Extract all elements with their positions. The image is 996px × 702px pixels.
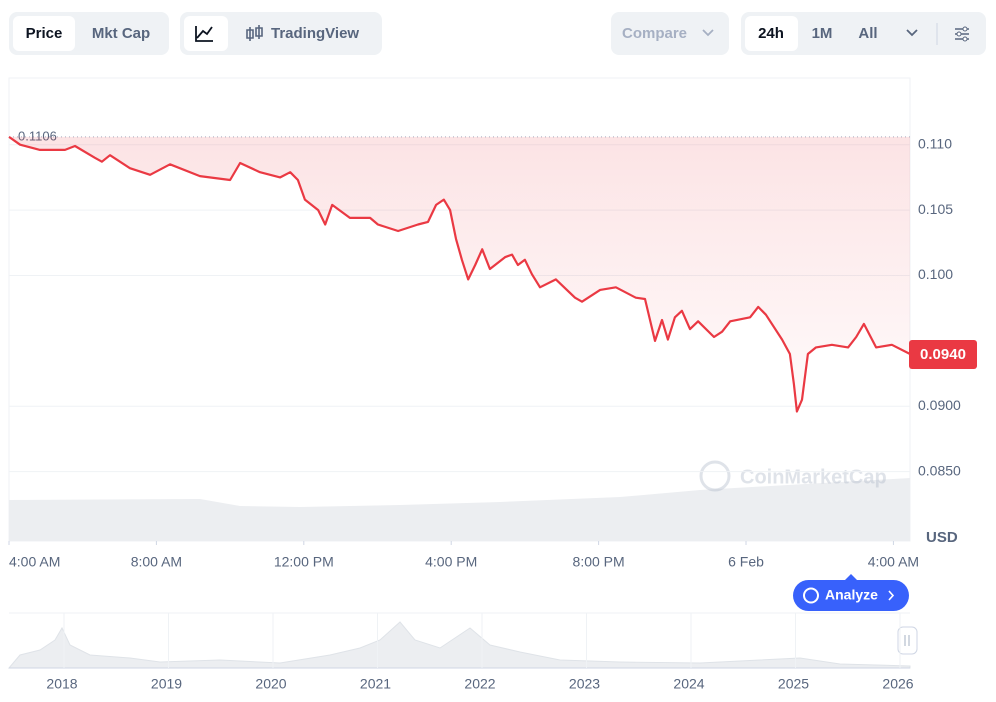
range-24h[interactable]: 24h bbox=[758, 25, 784, 42]
navigator-year: 2020 bbox=[255, 676, 286, 692]
watermark: CoinMarketCap bbox=[699, 460, 887, 492]
compare-button[interactable] bbox=[611, 12, 729, 55]
navigator-year: 2026 bbox=[882, 676, 913, 692]
current-price-tag bbox=[909, 339, 977, 369]
volume-area bbox=[9, 478, 910, 541]
analyze-icon bbox=[803, 587, 819, 604]
navigator-year: 2023 bbox=[569, 676, 600, 692]
chevron bbox=[702, 29, 714, 37]
navigator-handle[interactable] bbox=[897, 626, 918, 655]
y-unit: USD bbox=[926, 529, 958, 546]
tab-active[interactable] bbox=[13, 16, 75, 51]
navigator-year: 2021 bbox=[360, 676, 391, 692]
candle-icon bbox=[246, 25, 263, 41]
x-tick-label: 8:00 AM bbox=[131, 554, 182, 570]
analyze-button[interactable] bbox=[793, 580, 909, 611]
tool-group bbox=[180, 12, 382, 55]
navigator-year: 2019 bbox=[151, 676, 182, 692]
x-tick-label: 4:00 PM bbox=[425, 554, 477, 570]
range-active[interactable] bbox=[745, 16, 798, 51]
navigator-year: 2022 bbox=[464, 676, 495, 692]
navigator-area bbox=[7, 621, 911, 669]
area-fill bbox=[9, 136, 910, 412]
tab-price[interactable]: Price bbox=[26, 25, 63, 42]
tradingview-button[interactable]: TradingView bbox=[271, 25, 359, 42]
y-tick-label: 0.0850 bbox=[918, 462, 961, 478]
settings-knob bbox=[956, 31, 962, 37]
y-tick-label: 0.105 bbox=[918, 201, 953, 217]
range-all[interactable]: All bbox=[858, 25, 877, 42]
navigator-year: 2018 bbox=[46, 676, 77, 692]
range-chevron[interactable] bbox=[906, 29, 918, 37]
x-tick-label: 4:00 AM bbox=[868, 554, 919, 570]
y-tick-label: 0.110 bbox=[918, 135, 952, 151]
current-price-label: 0.0940 bbox=[920, 346, 966, 363]
line-icon bbox=[195, 26, 213, 42]
analyze-chevron bbox=[888, 590, 895, 601]
x-tick-label: 12:00 PM bbox=[274, 554, 334, 570]
x-tick-label: 4:00 AM bbox=[9, 554, 60, 570]
pointer bbox=[845, 574, 857, 580]
navigator-year: 2024 bbox=[673, 676, 704, 692]
tab-mkt-cap[interactable]: Mkt Cap bbox=[92, 25, 150, 42]
x-tick-label: 8:00 PM bbox=[573, 554, 625, 570]
range-group bbox=[741, 12, 986, 55]
y-tick-label: 0.0900 bbox=[918, 397, 961, 413]
price-line bbox=[8, 135, 911, 413]
compare-label[interactable]: Compare bbox=[622, 25, 687, 42]
x-tick-label: 6 Feb bbox=[728, 554, 764, 570]
watermark-logo bbox=[699, 460, 731, 492]
range-1m[interactable]: 1M bbox=[812, 25, 833, 42]
watermark-text: CoinMarketCap bbox=[740, 466, 887, 488]
settings-knob bbox=[962, 26, 968, 32]
analyze-label[interactable]: Analyze bbox=[825, 587, 878, 603]
settings-knob bbox=[962, 36, 968, 42]
navigator-year: 2025 bbox=[778, 676, 809, 692]
handle-grip bbox=[904, 635, 910, 646]
y-tick-label: 0.100 bbox=[918, 266, 953, 282]
